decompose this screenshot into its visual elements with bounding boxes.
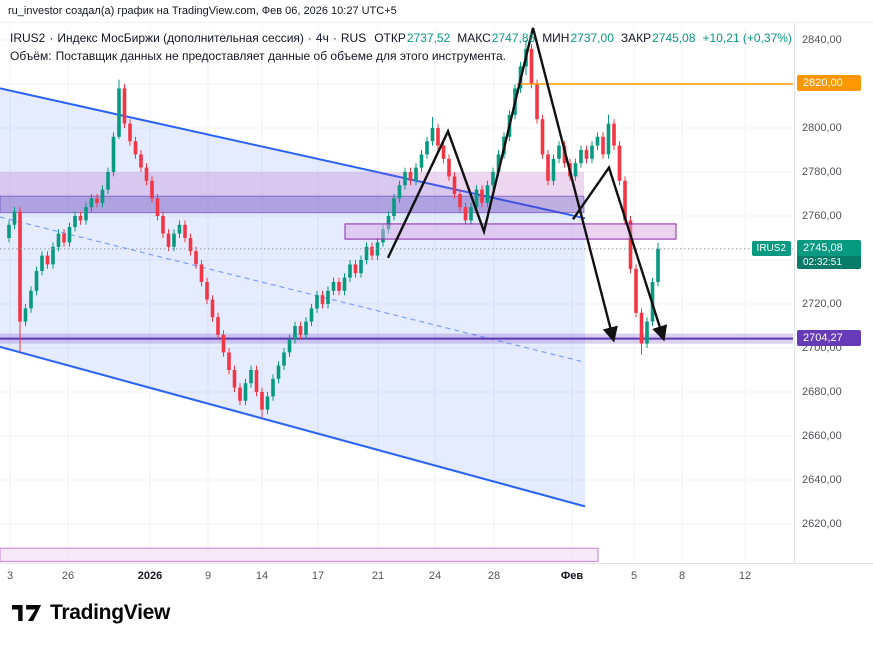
chart-canvas[interactable] [0,0,794,588]
time-tick-label: 5 [630,570,638,582]
exchange-label: RUS [340,31,367,45]
time-axis[interactable]: 3 26 2026 9 14 17 21 24 28 Фев 5 8 12 [0,563,873,588]
legend-volume-row: Объём: Поставщик данных не предоставляет … [10,49,792,63]
tradingview-logo-text: TradingView [50,601,171,624]
legend-separator: · [332,31,337,45]
change-value: +10,21 (+0,37%) [702,31,792,45]
volume-label: Объём: [10,49,52,63]
price-tick-label: 2840,00 [802,33,842,46]
symbol-price-chip: IRUS2 [751,240,791,256]
tradingview-logo-mark [12,605,42,621]
zones-over [0,83,793,562]
legend-separator: · [307,31,312,45]
attribution-bar: ru_investor создал(а) график на TradingV… [0,0,873,23]
symbol-legend[interactable]: IRUS2 · Индекс МосБиржи (дополнительная се… [10,31,792,67]
interval-label[interactable]: 4ч [315,31,329,45]
last-price-badge: 2745,08 02:32:51 [797,239,861,269]
symbol-description: Индекс МосБиржи (дополнительная сессия) [57,31,304,45]
price-tick-label: 2660,00 [802,429,842,442]
descending-channel [0,87,586,508]
time-tick-label: 3 [6,570,14,582]
price-tick-label: 2640,00 [802,473,842,486]
high-value: 2747,86 [491,31,536,45]
price-tick-label: 2760,00 [802,209,842,222]
time-tick-label: 14 [255,570,269,582]
time-tick-label: 8 [678,570,686,582]
symbol-name[interactable]: IRUS2 [10,31,46,45]
bar-countdown: 02:32:51 [797,255,861,269]
time-tick-label: 17 [311,570,325,582]
open-value: 2737,52 [406,31,451,45]
time-tick-label: 12 [738,570,752,582]
time-tick-label: 28 [487,570,501,582]
legend-main-row: IRUS2 · Индекс МосБиржи (дополнительная се… [10,31,792,45]
candles [7,40,660,419]
time-tick-label: 24 [428,570,442,582]
low-value: 2737,00 [570,31,614,45]
alert-price-badge: 2820,00 [797,75,861,91]
price-tick-label: 2680,00 [802,385,842,398]
tradingview-logo[interactable]: TradingView [12,601,170,625]
open-label: ОТКР [374,31,406,45]
attribution-text: ru_investor создал(а) график на TradingV… [8,5,397,17]
price-axis[interactable]: 2820,00 2745,08 02:32:51 2704,27 2840,00… [794,23,873,564]
trend-drawing [386,27,668,343]
time-tick-label: Фев [560,570,584,582]
time-tick-label: 26 [61,570,75,582]
time-tick-label: 2026 [137,570,163,582]
price-tick-label: 2720,00 [802,297,842,310]
time-tick-label: 9 [204,570,212,582]
grid [0,28,793,562]
price-tick-label: 2780,00 [802,165,842,178]
price-tick-label: 2620,00 [802,517,842,530]
price-tick-label: 2800,00 [802,121,842,134]
last-price-value: 2745,08 [797,239,861,256]
legend-separator: · [49,31,54,45]
level-price-badge: 2704,27 [797,329,861,346]
volume-message: Поставщик данных не предоставляет данные… [55,49,506,63]
high-label: МАКС [457,31,491,45]
time-tick-label: 21 [371,570,385,582]
close-label: ЗАКР [620,31,652,45]
close-value: 2745,08 [652,31,696,45]
low-label: МИН [542,31,570,45]
